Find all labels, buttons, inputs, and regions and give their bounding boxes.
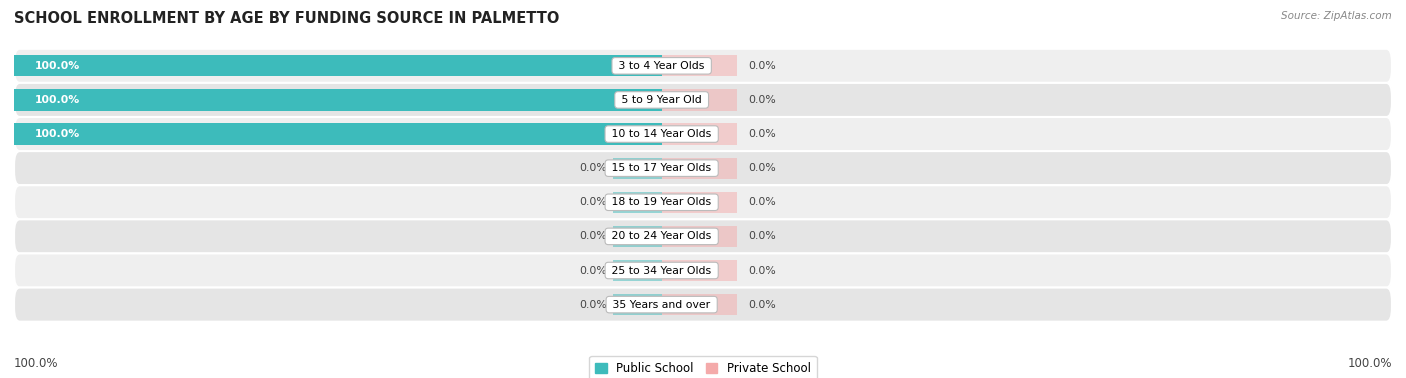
Text: 100.0%: 100.0% bbox=[35, 95, 80, 105]
Text: 0.0%: 0.0% bbox=[579, 265, 606, 276]
Bar bbox=[662, 294, 738, 315]
Bar bbox=[662, 158, 738, 179]
Bar bbox=[662, 124, 738, 145]
Bar bbox=[662, 226, 738, 247]
Text: 0.0%: 0.0% bbox=[579, 231, 606, 242]
Text: Source: ZipAtlas.com: Source: ZipAtlas.com bbox=[1281, 11, 1392, 21]
Text: 100.0%: 100.0% bbox=[1347, 358, 1392, 370]
Legend: Public School, Private School: Public School, Private School bbox=[589, 356, 817, 378]
Text: 0.0%: 0.0% bbox=[579, 197, 606, 207]
FancyBboxPatch shape bbox=[14, 219, 1392, 253]
Text: 15 to 17 Year Olds: 15 to 17 Year Olds bbox=[609, 163, 716, 173]
Text: 0.0%: 0.0% bbox=[748, 197, 776, 207]
Text: SCHOOL ENROLLMENT BY AGE BY FUNDING SOURCE IN PALMETTO: SCHOOL ENROLLMENT BY AGE BY FUNDING SOUR… bbox=[14, 11, 560, 26]
Text: 0.0%: 0.0% bbox=[748, 163, 776, 173]
Text: 0.0%: 0.0% bbox=[579, 163, 606, 173]
Text: 100.0%: 100.0% bbox=[14, 358, 59, 370]
Bar bbox=[14, 124, 662, 145]
Bar bbox=[14, 89, 662, 110]
Text: 100.0%: 100.0% bbox=[35, 61, 80, 71]
Bar bbox=[662, 192, 738, 213]
Bar bbox=[613, 192, 662, 213]
Text: 0.0%: 0.0% bbox=[748, 95, 776, 105]
Text: 0.0%: 0.0% bbox=[748, 265, 776, 276]
Text: 0.0%: 0.0% bbox=[748, 61, 776, 71]
FancyBboxPatch shape bbox=[14, 288, 1392, 322]
Text: 0.0%: 0.0% bbox=[748, 231, 776, 242]
Text: 10 to 14 Year Olds: 10 to 14 Year Olds bbox=[609, 129, 716, 139]
Text: 0.0%: 0.0% bbox=[748, 300, 776, 310]
Text: 5 to 9 Year Old: 5 to 9 Year Old bbox=[619, 95, 706, 105]
Bar bbox=[613, 294, 662, 315]
Bar bbox=[613, 226, 662, 247]
Bar bbox=[662, 260, 738, 281]
FancyBboxPatch shape bbox=[14, 49, 1392, 83]
Bar bbox=[662, 89, 738, 110]
Text: 18 to 19 Year Olds: 18 to 19 Year Olds bbox=[609, 197, 716, 207]
Text: 0.0%: 0.0% bbox=[748, 129, 776, 139]
Bar bbox=[613, 260, 662, 281]
FancyBboxPatch shape bbox=[14, 83, 1392, 117]
Text: 0.0%: 0.0% bbox=[579, 300, 606, 310]
Text: 20 to 24 Year Olds: 20 to 24 Year Olds bbox=[609, 231, 716, 242]
Text: 3 to 4 Year Olds: 3 to 4 Year Olds bbox=[616, 61, 709, 71]
Bar bbox=[14, 55, 662, 76]
FancyBboxPatch shape bbox=[14, 185, 1392, 219]
Bar bbox=[662, 55, 738, 76]
FancyBboxPatch shape bbox=[14, 117, 1392, 151]
Text: 100.0%: 100.0% bbox=[35, 129, 80, 139]
Text: 25 to 34 Year Olds: 25 to 34 Year Olds bbox=[609, 265, 716, 276]
FancyBboxPatch shape bbox=[14, 151, 1392, 185]
FancyBboxPatch shape bbox=[14, 253, 1392, 288]
Text: 35 Years and over: 35 Years and over bbox=[609, 300, 714, 310]
Bar bbox=[613, 158, 662, 179]
